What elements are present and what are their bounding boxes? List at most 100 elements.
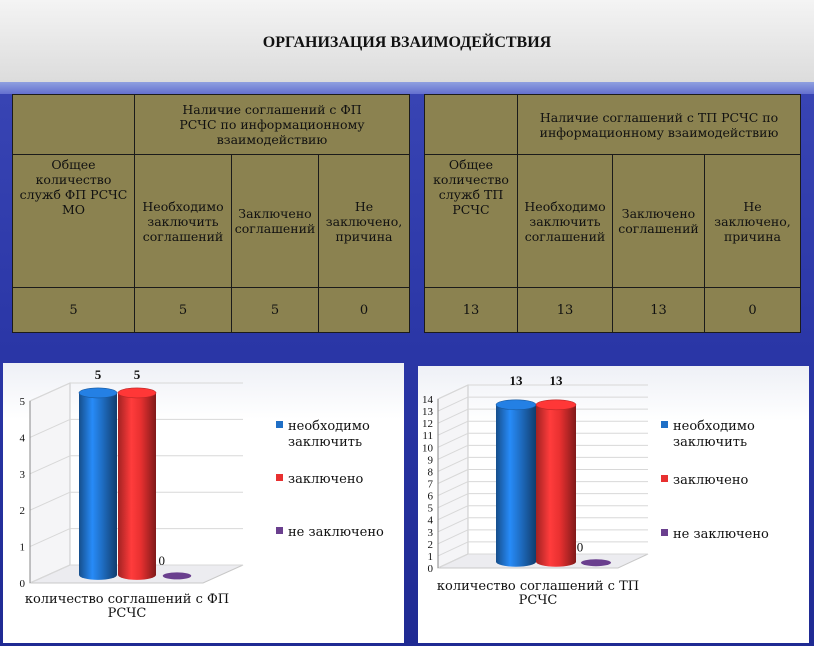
gridline-diagonal: [437, 408, 469, 424]
legend-marker-1: [661, 475, 668, 482]
table-right-value-done: 13: [612, 287, 705, 333]
gridline-diagonal: [437, 505, 469, 521]
y-tick-label: 2: [20, 505, 26, 517]
y-tick-label: 2: [428, 539, 434, 551]
y-tick-label: 0: [20, 578, 26, 590]
chart-left-svg: 0 1 2 3 4 5 5 5 0 количество соглашений с ФП РСЧС н…: [20, 367, 384, 621]
gridline-diagonal: [29, 455, 71, 475]
gridline-diagonal: [437, 469, 469, 484]
legend-marker-0: [661, 421, 668, 428]
table-left-value-not: 0: [318, 287, 410, 333]
y-tick-label: 13: [422, 406, 434, 418]
y-tick-label: 1: [20, 542, 26, 554]
gridline-diagonal: [437, 529, 469, 545]
bar-1: [536, 404, 576, 567]
gridline-diagonal: [29, 382, 71, 402]
y-tick-label: 7: [428, 479, 434, 491]
y-tick-label: 3: [20, 469, 26, 481]
page-title: ОРГАНИЗАЦИЯ ВЗАИМОДЕЙСТВИЯ: [262, 34, 552, 51]
gridline-diagonal: [437, 396, 469, 412]
table-left-value-total: 5: [12, 287, 135, 333]
gridline-diagonal: [437, 432, 469, 448]
y-tick-label: 6: [428, 491, 434, 503]
data-label-2: 0: [577, 540, 584, 555]
y-tick-label: 4: [428, 515, 434, 527]
bar-top-1: [535, 399, 577, 411]
table-left-col-not: Не заключено, причина: [318, 154, 410, 288]
header-bar: [0, 0, 814, 82]
gridline-diagonal: [437, 493, 469, 509]
legend-marker-0: [276, 421, 283, 428]
gridline-diagonal: [437, 541, 469, 557]
y-tick-label: 14: [422, 394, 434, 406]
y-tick-label: 12: [422, 418, 433, 430]
gridline-diagonal: [437, 444, 469, 460]
legend-label-0: необходимо заключить: [288, 419, 370, 450]
data-label-2: 0: [159, 553, 166, 568]
gridline-diagonal: [29, 564, 71, 584]
data-label-0: 13: [510, 373, 524, 388]
bar-2: [162, 572, 192, 580]
legend-label-2: не заключено: [288, 525, 384, 540]
gridline-diagonal: [437, 420, 469, 436]
category-label: количество соглашений с ТП РСЧС: [437, 579, 639, 608]
gridline-diagonal: [437, 553, 469, 569]
y-tick-label: 1: [428, 551, 434, 563]
table-right-col-total: Общее количество служб ТП РСЧС: [424, 154, 518, 288]
y-tick-label: 5: [20, 396, 26, 408]
y-tick-label: 8: [428, 466, 434, 478]
chart-right: 0 1 2 3 4 5 6 7 8 9 10 11 12 13 14 13 13 0 количество согл…: [418, 366, 809, 643]
gridline-diagonal: [29, 418, 71, 438]
bar-0: [496, 404, 536, 567]
y-tick-label: 3: [428, 527, 434, 539]
table-right-col-not: Не заключено, причина: [704, 154, 801, 288]
bar-1: [118, 392, 156, 580]
y-tick-label: 9: [428, 454, 434, 466]
header-band: [0, 82, 814, 94]
bar-top-1: [117, 387, 157, 399]
bar-0: [79, 392, 117, 580]
chart-side-wall: [29, 382, 71, 584]
data-label-0: 5: [95, 367, 102, 382]
data-label-1: 5: [134, 367, 141, 382]
legend-marker-2: [276, 527, 283, 534]
table-left-corner: [12, 94, 135, 155]
gridline-diagonal: [437, 384, 469, 400]
legend-label-1: заключено: [288, 472, 363, 487]
table-left-col-total: Общее количество служб ФП РСЧС МО: [12, 154, 135, 288]
table-right-header-group: Наличие соглашений с ТП РСЧС по информац…: [517, 94, 801, 155]
table-left-col-need: Необходимо заключить соглашений: [134, 154, 232, 288]
gridline-diagonal: [437, 481, 469, 497]
table-right-value-need: 13: [517, 287, 613, 333]
legend-marker-2: [661, 529, 668, 536]
table-left-value-need: 5: [134, 287, 232, 333]
bar-top-0: [78, 387, 118, 399]
legend-label-2: не заключено: [673, 527, 769, 542]
bar-top-0: [495, 399, 537, 411]
y-tick-label: 4: [20, 432, 26, 444]
table-right-value-total: 13: [424, 287, 518, 333]
y-tick-label: 0: [428, 563, 434, 575]
table-left-header-group: Наличие соглашений с ФП РСЧС по информац…: [134, 94, 410, 155]
gridline-diagonal: [437, 456, 469, 472]
legend-marker-1: [276, 474, 283, 481]
table-left: Наличие соглашений с ФП РСЧС по информац…: [12, 94, 410, 333]
legend-label-1: заключено: [673, 473, 748, 488]
gridline-diagonal: [437, 517, 469, 533]
category-label: количество соглашений с ФП РСЧС: [25, 592, 229, 621]
table-right-col-need: Необходимо заключить соглашений: [517, 154, 613, 288]
y-tick-label: 11: [422, 430, 433, 442]
bar-2: [581, 559, 611, 567]
gridline-diagonal: [29, 528, 71, 548]
legend-label-0: необходимо заключить: [673, 419, 755, 450]
chart-left: 0 1 2 3 4 5 5 5 0 количество соглашений с ФП РСЧС н…: [3, 363, 404, 643]
data-label-1: 13: [550, 373, 564, 388]
table-left-col-done: Заключено соглашений: [231, 154, 319, 288]
table-right-col-done: Заключено соглашений: [612, 154, 705, 288]
table-right: Наличие соглашений с ТП РСЧС по информац…: [424, 94, 801, 333]
y-tick-label: 5: [428, 503, 434, 515]
gridline-diagonal: [29, 491, 71, 511]
table-right-value-not: 0: [704, 287, 801, 333]
y-tick-label: 10: [422, 442, 434, 454]
